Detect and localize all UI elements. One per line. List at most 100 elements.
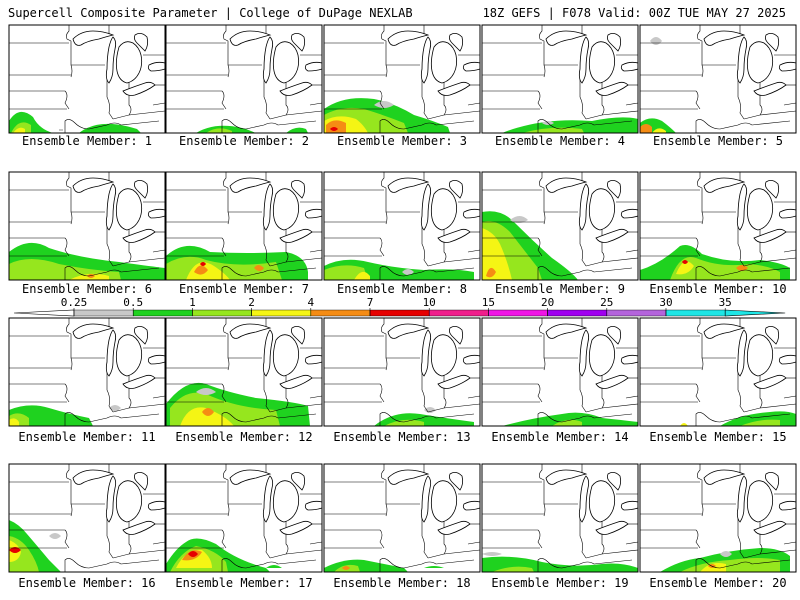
lake-outline [272,188,300,231]
lake-outline [72,177,115,193]
scp-field [482,211,578,280]
lake-outline [72,30,115,46]
ensemble-member-map [481,317,639,427]
colorbar-tick-label: 0.5 [123,296,143,309]
colorbar-tick-label: 20 [541,296,554,309]
lake-outline [703,177,746,193]
lake-outline [279,228,313,243]
colorbar-tick-label: 35 [719,296,732,309]
ensemble-member-map [165,171,323,281]
member-caption: Ensemble Member: 5 [652,134,784,148]
lake-outline [290,326,306,345]
lake-outline [606,472,622,491]
scp-contour [682,260,688,264]
lake-outline [72,469,115,485]
lake-outline [595,228,629,243]
lake-outline [420,183,432,231]
member-map-svg [323,463,481,573]
ensemble-member-map [323,317,481,427]
scp-contour [720,551,732,557]
lake-outline [147,61,166,72]
member-map-svg [8,317,166,427]
member-caption: Ensemble Member: 19 [491,576,629,590]
basemap-outlines [166,172,323,280]
lake-outline [545,177,588,193]
basemap-outlines [166,25,323,133]
lake-outline [448,33,464,52]
member-caption: Ensemble Member: 12 [175,430,313,444]
lake-outline [272,41,300,84]
member-map-svg [481,317,639,427]
basemap-outlines [640,318,797,426]
lake-outline [430,334,458,377]
lake-outline [703,323,746,339]
lake-outline [448,326,464,345]
scp-contour [194,265,208,275]
scp-contour [186,262,230,280]
basemap-outlines [324,464,481,572]
lake-outline [272,334,300,377]
member-caption: Ensemble Member: 1 [21,134,153,148]
scp-contour [200,262,206,266]
lake-outline [229,323,272,339]
scp-field [166,245,308,280]
lake-outline [72,323,115,339]
lake-outline [262,475,274,523]
colorbar-segment [488,309,548,317]
lake-outline [437,374,471,389]
scp-contour [502,412,638,426]
member-map-svg [165,317,323,427]
member-caption: Ensemble Member: 10 [649,282,787,296]
lake-outline [304,61,323,72]
member-map-svg [481,463,639,573]
lake-outline [746,41,774,84]
member-map-svg [165,463,323,573]
basemap-outlines [9,318,166,426]
scp-contour [79,123,141,133]
lake-outline [122,520,156,535]
scp-contour [640,124,652,133]
scp-contour [9,547,21,553]
scp-contour [652,128,666,133]
lake-outline [133,33,149,52]
lake-outline [736,36,748,84]
lake-outline [595,374,629,389]
lake-outline [753,228,787,243]
member-map-svg [639,317,797,427]
member-caption: Ensemble Member: 18 [333,576,471,590]
scp-contour [254,265,264,271]
basemap-outlines [482,172,639,280]
scp-contour [676,261,694,275]
member-map-svg [639,463,797,573]
scp-field [640,245,790,280]
lake-outline [105,183,117,231]
member-map-svg [8,463,166,573]
lake-outline [272,480,300,523]
lake-outline [736,183,748,231]
lake-outline [437,81,471,96]
scp-contour [49,533,61,539]
member-caption: Ensemble Member: 13 [333,430,471,444]
ensemble-member-map [323,171,481,281]
lake-outline [430,41,458,84]
lake-outline [420,475,432,523]
colorbar-segment [310,309,371,317]
scp-contour [486,267,496,278]
scp-contour [424,566,444,568]
lake-outline [387,177,430,193]
scp-contour [482,228,512,280]
lake-outline [778,61,797,72]
lake-outline [290,472,306,491]
scp-contour [109,405,121,411]
basemap-outlines [324,25,481,133]
member-caption: Ensemble Member: 2 [178,134,310,148]
colorbar-tick-label: 0.25 [61,296,88,309]
basemap-outlines [482,464,639,572]
member-map-svg [165,171,323,281]
lake-outline [304,208,323,219]
lake-outline [290,33,306,52]
colorbar-tick-label: 7 [367,296,374,309]
member-caption: Ensemble Member: 8 [336,282,468,296]
member-caption: Ensemble Member: 15 [649,430,787,444]
lake-outline [778,354,797,365]
